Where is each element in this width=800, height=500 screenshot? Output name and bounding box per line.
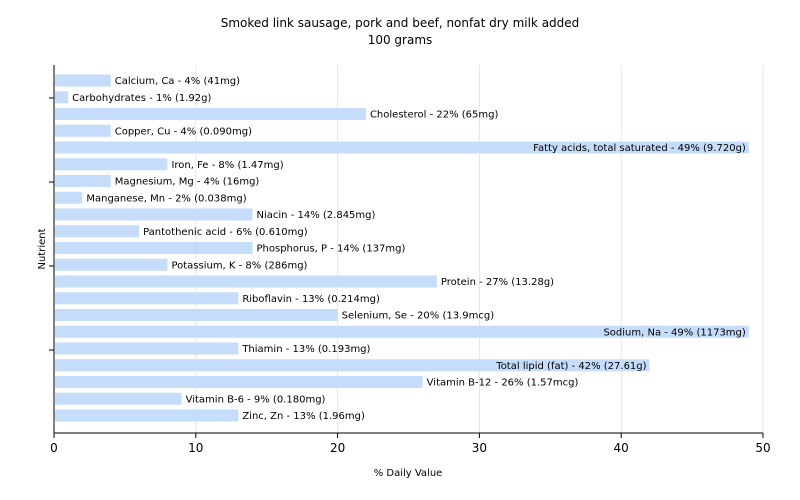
bar — [55, 376, 423, 388]
bar — [55, 158, 168, 171]
bar-label: Copper, Cu - 4% (0.090mg) — [115, 126, 252, 137]
bar-label: Sodium, Na - 49% (1173mg) — [603, 327, 745, 338]
x-tick-label: 0 — [50, 441, 58, 455]
bar — [55, 275, 437, 288]
bar — [55, 191, 83, 204]
bar — [55, 292, 239, 305]
bar-label: Selenium, Se - 20% (13.9mcg) — [342, 311, 495, 322]
bar-label: Total lipid (fat) - 42% (27.61g) — [495, 361, 646, 372]
bar — [55, 392, 182, 405]
chart-title: Smoked link sausage, pork and beef, nonf… — [221, 16, 580, 30]
bar-label: Cholesterol - 22% (65mg) — [370, 110, 499, 121]
bar-label: Vitamin B-12 - 26% (1.57mcg) — [427, 378, 579, 389]
bar — [55, 225, 140, 238]
bar-label: Zinc, Zn - 13% (1.96mg) — [242, 411, 365, 422]
bars: Calcium, Ca - 4% (41mg) Carbohydrates - 1… — [55, 74, 749, 422]
x-axis-title: % Daily Value — [374, 468, 443, 479]
x-tick-label: 50 — [755, 441, 770, 455]
x-tick-label: 20 — [330, 441, 345, 455]
bar — [55, 409, 239, 422]
x-tick-label: 40 — [614, 441, 629, 455]
chart-subtitle: 100 grams — [368, 33, 433, 47]
y-axis-title: Nutrient — [37, 228, 48, 269]
bar-label: Vitamin B-6 - 9% (0.180mg) — [186, 394, 326, 405]
bar — [55, 108, 366, 120]
bar-label: Magnesium, Mg - 4% (16mg) — [115, 177, 260, 188]
bar-label: Niacin - 14% (2.845mg) — [257, 210, 376, 221]
x-tick-label: 30 — [472, 441, 487, 455]
bar-label: Fatty acids, total saturated - 49% (9.72… — [533, 143, 746, 154]
bar — [55, 258, 168, 271]
bar-label: Thiamin - 13% (0.193mg) — [241, 344, 370, 355]
bar-label: Riboflavin - 13% (0.214mg) — [242, 294, 380, 305]
bar — [55, 175, 111, 187]
bar-label: Protein - 27% (13.28g) — [441, 277, 554, 288]
bar — [55, 359, 650, 372]
bar-label: Potassium, K - 8% (286mg) — [171, 260, 307, 271]
bar-label: Pantothenic acid - 6% (0.610mg) — [143, 227, 308, 238]
bar-label: Manganese, Mn - 2% (0.038mg) — [86, 193, 246, 204]
bar — [55, 91, 69, 104]
x-ticks: 0 10 20 30 40 50 — [50, 433, 771, 455]
bar — [55, 74, 111, 87]
bar — [55, 342, 239, 355]
bar-label: Calcium, Ca - 4% (41mg) — [115, 76, 240, 87]
bar-label: Iron, Fe - 8% (1.47mg) — [171, 160, 283, 171]
bar — [55, 242, 253, 254]
bar-label: Carbohydrates - 1% (1.92g) — [72, 93, 211, 104]
bar — [55, 141, 749, 154]
bar — [55, 208, 253, 221]
axes — [53, 65, 763, 434]
bar — [55, 124, 111, 137]
bar — [55, 325, 749, 338]
bar — [55, 309, 338, 321]
x-tick-label: 10 — [188, 441, 203, 455]
bar-label: Phosphorus, P - 14% (137mg) — [257, 244, 406, 255]
grid-lines — [195, 65, 764, 433]
y-ticks — [49, 97, 54, 351]
